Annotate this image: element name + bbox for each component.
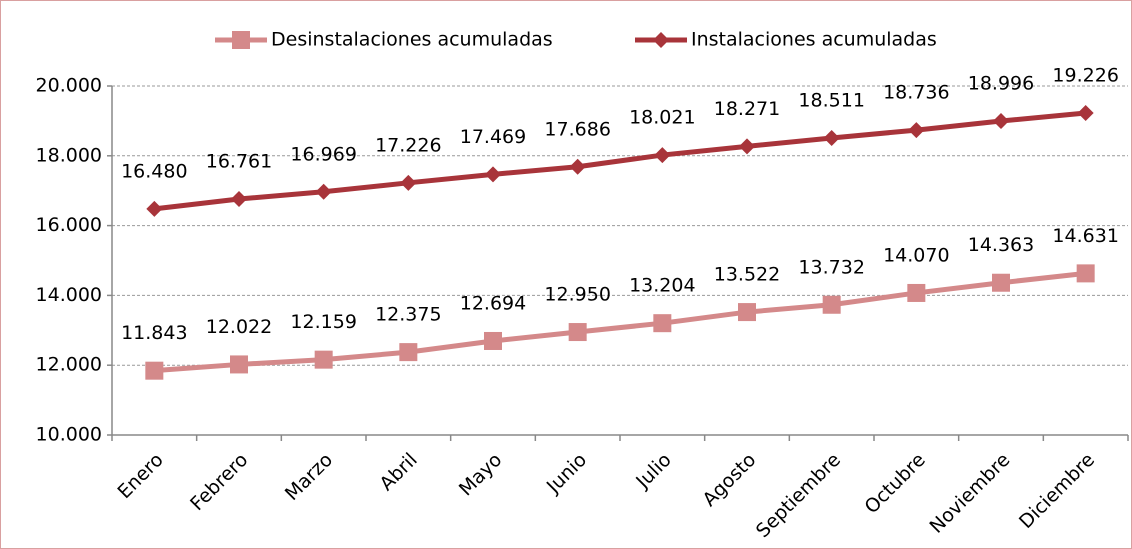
y-tick-label: 14.000: [36, 284, 102, 306]
data-label: 13.732: [798, 256, 864, 278]
series-line: [154, 110, 1086, 212]
data-label: 14.363: [968, 234, 1034, 256]
data-point: [484, 331, 502, 350]
series-line: [154, 270, 1086, 374]
data-point: [400, 174, 417, 191]
data-point: [822, 295, 841, 314]
data-point: [738, 303, 756, 322]
data-point: [823, 129, 840, 146]
data-point: [1076, 264, 1095, 283]
data-point: [1077, 105, 1094, 122]
data-point: [908, 122, 925, 139]
data-point: [569, 158, 586, 175]
data-label: 16.480: [121, 160, 187, 182]
data-label: 18.996: [968, 73, 1034, 95]
data-label: 18.736: [883, 82, 949, 104]
data-point: [145, 361, 164, 380]
data-label: 17.686: [544, 118, 610, 140]
data-point: [992, 273, 1010, 292]
data-point: [485, 166, 501, 183]
legend-label: Desinstalaciones acumuladas: [271, 29, 553, 51]
data-label: 16.761: [206, 151, 272, 173]
data-label: 12.022: [206, 316, 272, 338]
data-label: 11.843: [121, 322, 187, 344]
data-label: 12.375: [375, 304, 441, 326]
data-label: 19.226: [1052, 65, 1118, 87]
y-tick-label: 10.000: [36, 424, 102, 446]
data-point: [568, 323, 587, 342]
data-label: 18.021: [629, 107, 695, 129]
data-label: 17.226: [375, 134, 441, 156]
data-label: 13.204: [629, 275, 695, 297]
data-label: 14.631: [1052, 225, 1118, 247]
data-point: [314, 350, 333, 369]
data-label: 18.271: [714, 98, 780, 120]
legend-label: Instalaciones acumuladas: [691, 29, 937, 51]
data-point: [231, 191, 247, 208]
data-point: [146, 200, 163, 217]
data-point: [653, 314, 672, 333]
data-point: [907, 283, 926, 302]
data-label: 14.070: [883, 244, 949, 266]
data-point: [993, 113, 1009, 130]
y-tick-label: 12.000: [36, 354, 102, 376]
data-point: [739, 138, 755, 155]
legend-marker: [653, 32, 669, 48]
y-tick-label: 16.000: [36, 214, 102, 236]
data-label: 12.694: [460, 292, 526, 314]
y-tick-label: 20.000: [36, 75, 102, 97]
data-label: 17.469: [460, 126, 526, 148]
data-point: [315, 183, 332, 200]
y-tick-label: 18.000: [36, 144, 102, 166]
data-label: 12.950: [544, 284, 610, 306]
data-point: [230, 355, 248, 374]
data-point: [399, 343, 418, 362]
data-label: 16.969: [290, 143, 356, 165]
data-label: 12.159: [290, 311, 356, 333]
data-label: 13.522: [714, 264, 780, 286]
data-label: 18.511: [798, 89, 864, 111]
legend-marker: [232, 31, 250, 49]
data-point: [654, 147, 671, 164]
